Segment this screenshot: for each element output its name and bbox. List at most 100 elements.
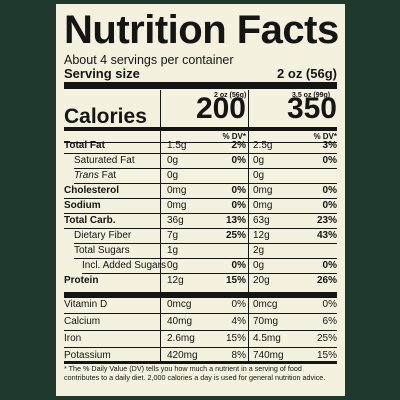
nutrient-label-text: Protein — [64, 275, 99, 286]
row-divider — [64, 330, 337, 331]
dv-header-column-1: % DV* — [222, 132, 246, 141]
amount-column-2: 12g — [253, 230, 270, 241]
row-divider — [64, 347, 337, 348]
serving-size-value: 2 oz (56g) — [277, 66, 337, 81]
nutrient-label-text: Total Carb. — [64, 215, 116, 226]
amount-column-2: 0mg — [253, 185, 273, 196]
serving-size-label: Serving size — [64, 66, 140, 81]
amount-column-2: 70mg — [253, 316, 279, 327]
dv-column-2: 0% — [322, 155, 337, 166]
dv-column-1: 15% — [225, 275, 246, 286]
row-divider — [64, 213, 337, 214]
nutrient-label: Sodium — [64, 200, 101, 212]
dv-header-column-2: % DV* — [313, 132, 337, 141]
dv-column-1: 0% — [231, 200, 246, 211]
nutrition-facts-label: Nutrition Facts About 4 servings per con… — [56, 4, 345, 396]
dv-column-1: 4% — [231, 316, 246, 327]
dv-column-1: 0% — [231, 155, 246, 166]
dv-column-2: 6% — [322, 316, 337, 327]
dv-column-2: 0% — [322, 299, 337, 310]
dv-column-1: 15% — [225, 333, 246, 344]
amount-column-2: 0g — [253, 170, 265, 181]
column-divider-2 — [248, 90, 249, 361]
label-content: Nutrition Facts About 4 servings per con… — [64, 4, 339, 396]
dv-column-2: 0% — [322, 185, 337, 196]
column-divider-1 — [160, 90, 161, 361]
amount-column-1: 0g — [167, 155, 179, 166]
nutrient-label: Total Carb. — [64, 215, 115, 227]
dv-column-2: 15% — [316, 350, 337, 361]
nutrient-label-text: Fat — [98, 170, 117, 181]
dv-column-1: 8% — [231, 350, 246, 361]
dv-column-2: 3% — [322, 140, 337, 151]
dv-column-2: 0% — [322, 260, 337, 271]
calories-column-1: 200 — [195, 92, 246, 125]
amount-column-2: 63g — [253, 215, 270, 226]
dv-column-1: 0% — [231, 185, 246, 196]
amount-column-2: 0g — [253, 155, 265, 166]
dv-column-2: 25% — [316, 333, 337, 344]
row-divider — [74, 168, 337, 169]
nutrient-label: Cholesterol — [64, 185, 119, 197]
amount-column-2: 0g — [253, 260, 265, 271]
nutrient-label-text: Saturated Fat — [74, 155, 135, 166]
nutrient-label-text: Total Fat — [64, 140, 105, 151]
nutrient-label: Trans Fat — [74, 170, 116, 182]
row-divider — [64, 142, 337, 143]
row-divider — [64, 198, 337, 199]
amount-column-1: 0mg — [167, 185, 187, 196]
amount-column-2: 0mcg — [253, 299, 278, 310]
row-divider — [64, 313, 337, 314]
row-divider — [74, 243, 337, 244]
nutrient-label-text: Total Sugars — [74, 245, 130, 256]
vitamin-label: Vitamin D — [64, 299, 108, 310]
row-divider — [82, 273, 337, 274]
column-2-header: 3.5 oz (99g) — [292, 92, 331, 99]
servings-per-container: About 4 servings per container — [64, 53, 234, 67]
dv-column-2: 0% — [322, 200, 337, 211]
nutrient-label-text: Incl. Added Sugars — [82, 260, 166, 271]
nutrient-label: Saturated Fat — [74, 155, 135, 167]
dv-column-1: 13% — [225, 215, 246, 226]
amount-column-2: 2g — [253, 245, 265, 256]
amount-column-1: 0mg — [167, 200, 187, 211]
amount-column-1: 0g — [167, 260, 179, 271]
nutrient-label: Incl. Added Sugars — [82, 260, 166, 272]
dv-column-2: 23% — [316, 215, 337, 226]
vitamin-label: Iron — [64, 333, 82, 344]
amount-column-2: 740mg — [253, 350, 284, 361]
dv-column-1: 0% — [231, 260, 246, 271]
nutrient-label-text: Cholesterol — [64, 185, 120, 196]
amount-column-2: 4.5mg — [253, 333, 281, 344]
amount-column-2: 2.5g — [253, 140, 273, 151]
row-divider — [74, 258, 337, 259]
amount-column-1: 7g — [167, 230, 179, 241]
calories-column-2: 350 — [286, 92, 337, 125]
amount-column-1: 2.6mg — [167, 333, 195, 344]
amount-column-1: 420mg — [167, 350, 198, 361]
nutrient-label: Dietary Fiber — [74, 230, 131, 242]
amount-column-1: 1g — [167, 245, 179, 256]
dv-column-2: 43% — [316, 230, 337, 241]
nutrient-label: Protein — [64, 275, 98, 287]
amount-column-1: 0g — [167, 170, 179, 181]
nutrient-label: Total Sugars — [74, 245, 130, 257]
nutrient-label-text: Dietary Fiber — [74, 230, 132, 241]
thick-divider — [64, 82, 337, 89]
amount-column-1: 1.5g — [167, 140, 187, 151]
row-divider — [64, 228, 337, 229]
amount-column-1: 0mcg — [167, 299, 192, 310]
amount-column-1: 40mg — [167, 316, 193, 327]
amount-column-1: 12g — [167, 275, 184, 286]
vitamin-label: Potassium — [64, 350, 111, 361]
dv-column-1: 2% — [231, 140, 246, 151]
dv-column-1: 0% — [231, 299, 246, 310]
amount-column-2: 20g — [253, 275, 270, 286]
nutrient-label-text: Sodium — [64, 200, 101, 211]
calories-label: Calories — [64, 105, 147, 128]
nutrient-label: Total Fat — [64, 140, 105, 152]
amount-column-2: 0mg — [253, 200, 273, 211]
amount-column-1: 36g — [167, 215, 184, 226]
nutrient-label-italic: Trans — [74, 170, 99, 181]
footnote: * The % Daily Value (DV) tells you how m… — [64, 364, 326, 382]
